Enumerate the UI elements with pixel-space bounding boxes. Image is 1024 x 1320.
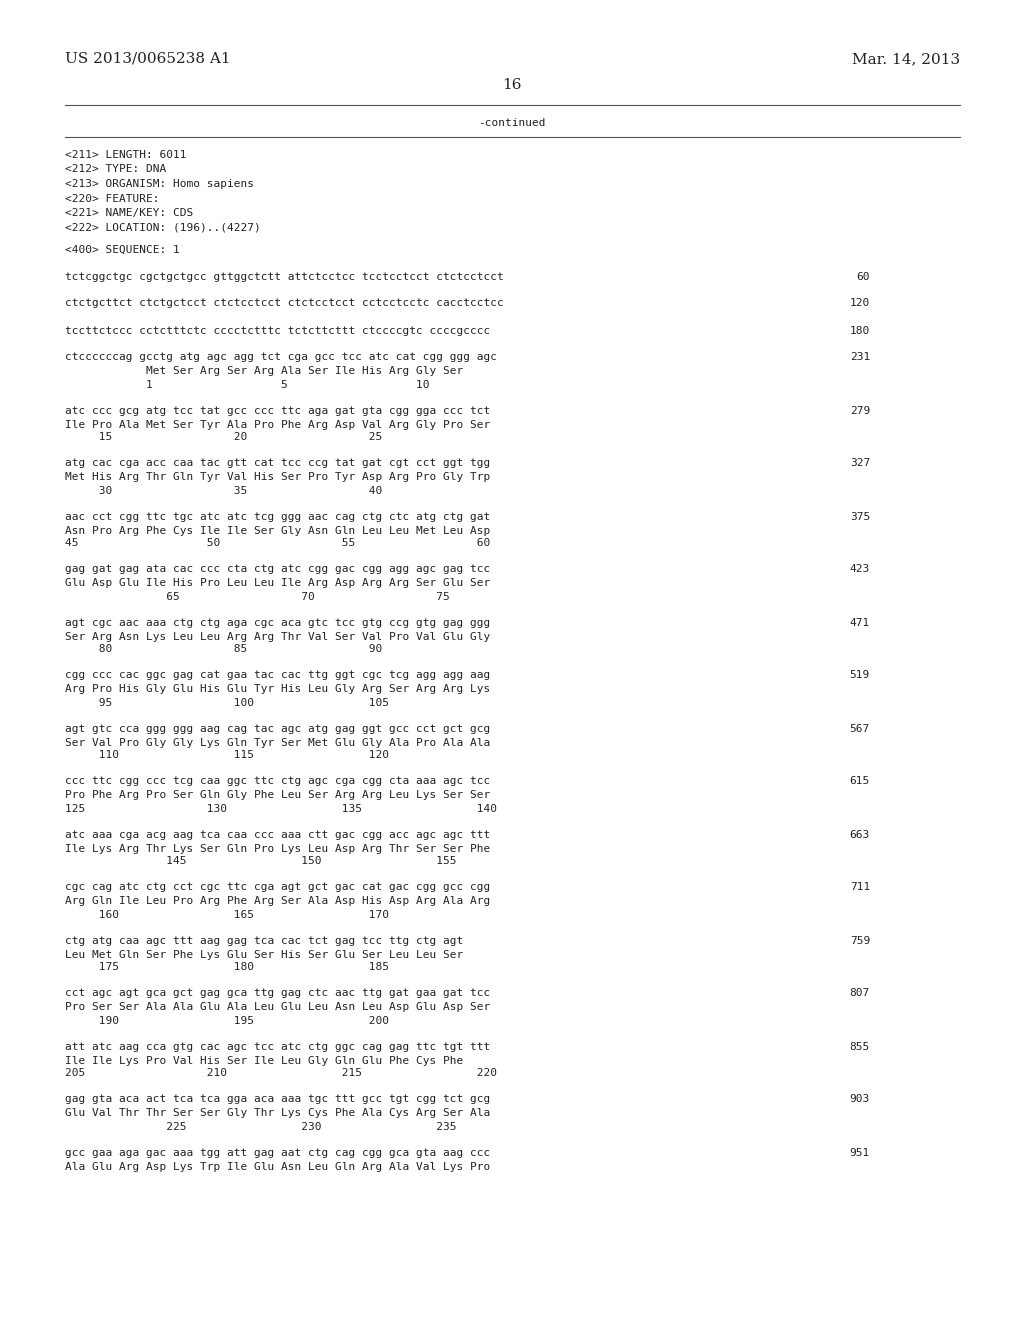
Text: 663: 663 [850, 829, 870, 840]
Text: <400> SEQUENCE: 1: <400> SEQUENCE: 1 [65, 246, 180, 255]
Text: aac cct cgg ttc tgc atc atc tcg ggg aac cag ctg ctc atg ctg gat: aac cct cgg ttc tgc atc atc tcg ggg aac … [65, 511, 490, 521]
Text: Arg Gln Ile Leu Pro Arg Phe Arg Ser Ala Asp His Asp Arg Ala Arg: Arg Gln Ile Leu Pro Arg Phe Arg Ser Ala … [65, 896, 490, 907]
Text: 567: 567 [850, 723, 870, 734]
Text: 225                 230                 235: 225 230 235 [65, 1122, 457, 1131]
Text: 519: 519 [850, 671, 870, 681]
Text: <211> LENGTH: 6011: <211> LENGTH: 6011 [65, 150, 186, 160]
Text: 45                   50                  55                  60: 45 50 55 60 [65, 539, 490, 549]
Text: 759: 759 [850, 936, 870, 945]
Text: Glu Asp Glu Ile His Pro Leu Leu Ile Arg Asp Arg Arg Ser Glu Ser: Glu Asp Glu Ile His Pro Leu Leu Ile Arg … [65, 578, 490, 589]
Text: agt gtc cca ggg ggg aag cag tac agc atg gag ggt gcc cct gct gcg: agt gtc cca ggg ggg aag cag tac agc atg … [65, 723, 490, 734]
Text: 95                  100                 105: 95 100 105 [65, 697, 389, 708]
Text: 375: 375 [850, 511, 870, 521]
Text: tccttctccc cctctttctc cccctctttc tctcttcttt ctccccgtc ccccgcccc: tccttctccc cctctttctc cccctctttc tctcttc… [65, 326, 490, 335]
Text: <212> TYPE: DNA: <212> TYPE: DNA [65, 165, 166, 174]
Text: tctcggctgc cgctgctgcc gttggctctt attctcctcc tcctcctcct ctctcctcct: tctcggctgc cgctgctgcc gttggctctt attctcc… [65, 272, 504, 281]
Text: Mar. 14, 2013: Mar. 14, 2013 [852, 51, 961, 66]
Text: Ile Lys Arg Thr Lys Ser Gln Pro Lys Leu Asp Arg Thr Ser Ser Phe: Ile Lys Arg Thr Lys Ser Gln Pro Lys Leu … [65, 843, 490, 854]
Text: 110                 115                 120: 110 115 120 [65, 751, 389, 760]
Text: cgg ccc cac ggc gag cat gaa tac cac ttg ggt cgc tcg agg agg aag: cgg ccc cac ggc gag cat gaa tac cac ttg … [65, 671, 490, 681]
Text: 180: 180 [850, 326, 870, 335]
Text: gag gta aca act tca tca gga aca aaa tgc ttt gcc tgt cgg tct gcg: gag gta aca act tca tca gga aca aaa tgc … [65, 1094, 490, 1105]
Text: atc ccc gcg atg tcc tat gcc ccc ttc aga gat gta cgg gga ccc tct: atc ccc gcg atg tcc tat gcc ccc ttc aga … [65, 405, 490, 416]
Text: Arg Pro His Gly Glu His Glu Tyr His Leu Gly Arg Ser Arg Arg Lys: Arg Pro His Gly Glu His Glu Tyr His Leu … [65, 685, 490, 694]
Text: 145                 150                 155: 145 150 155 [65, 857, 457, 866]
Text: 190                 195                 200: 190 195 200 [65, 1015, 389, 1026]
Text: ccc ttc cgg ccc tcg caa ggc ttc ctg agc cga cgg cta aaa agc tcc: ccc ttc cgg ccc tcg caa ggc ttc ctg agc … [65, 776, 490, 787]
Text: US 2013/0065238 A1: US 2013/0065238 A1 [65, 51, 230, 66]
Text: 615: 615 [850, 776, 870, 787]
Text: 60: 60 [856, 272, 870, 281]
Text: Met His Arg Thr Gln Tyr Val His Ser Pro Tyr Asp Arg Pro Gly Trp: Met His Arg Thr Gln Tyr Val His Ser Pro … [65, 473, 490, 483]
Text: <220> FEATURE:: <220> FEATURE: [65, 194, 160, 203]
Text: att atc aag cca gtg cac agc tcc atc ctg ggc cag gag ttc tgt ttt: att atc aag cca gtg cac agc tcc atc ctg … [65, 1041, 490, 1052]
Text: 16: 16 [502, 78, 522, 92]
Text: 327: 327 [850, 458, 870, 469]
Text: -continued: -continued [478, 117, 546, 128]
Text: <221> NAME/KEY: CDS: <221> NAME/KEY: CDS [65, 209, 194, 218]
Text: <213> ORGANISM: Homo sapiens: <213> ORGANISM: Homo sapiens [65, 180, 254, 189]
Text: Pro Ser Ser Ala Ala Glu Ala Leu Glu Leu Asn Leu Asp Glu Asp Ser: Pro Ser Ser Ala Ala Glu Ala Leu Glu Leu … [65, 1002, 490, 1012]
Text: agt cgc aac aaa ctg ctg aga cgc aca gtc tcc gtg ccg gtg gag ggg: agt cgc aac aaa ctg ctg aga cgc aca gtc … [65, 618, 490, 627]
Text: 711: 711 [850, 883, 870, 892]
Text: 951: 951 [850, 1147, 870, 1158]
Text: 175                 180                 185: 175 180 185 [65, 962, 389, 973]
Text: Glu Val Thr Thr Ser Ser Gly Thr Lys Cys Phe Ala Cys Arg Ser Ala: Glu Val Thr Thr Ser Ser Gly Thr Lys Cys … [65, 1109, 490, 1118]
Text: cgc cag atc ctg cct cgc ttc cga agt gct gac cat gac cgg gcc cgg: cgc cag atc ctg cct cgc ttc cga agt gct … [65, 883, 490, 892]
Text: 903: 903 [850, 1094, 870, 1105]
Text: gcc gaa aga gac aaa tgg att gag aat ctg cag cgg gca gta aag ccc: gcc gaa aga gac aaa tgg att gag aat ctg … [65, 1147, 490, 1158]
Text: Ile Pro Ala Met Ser Tyr Ala Pro Phe Arg Asp Val Arg Gly Pro Ser: Ile Pro Ala Met Ser Tyr Ala Pro Phe Arg … [65, 420, 490, 429]
Text: 120: 120 [850, 298, 870, 309]
Text: Ser Val Pro Gly Gly Lys Gln Tyr Ser Met Glu Gly Ala Pro Ala Ala: Ser Val Pro Gly Gly Lys Gln Tyr Ser Met … [65, 738, 490, 747]
Text: cct agc agt gca gct gag gca ttg gag ctc aac ttg gat gaa gat tcc: cct agc agt gca gct gag gca ttg gag ctc … [65, 989, 490, 998]
Text: 160                 165                 170: 160 165 170 [65, 909, 389, 920]
Text: Asn Pro Arg Phe Cys Ile Ile Ser Gly Asn Gln Leu Leu Met Leu Asp: Asn Pro Arg Phe Cys Ile Ile Ser Gly Asn … [65, 525, 490, 536]
Text: atg cac cga acc caa tac gtt cat tcc ccg tat gat cgt cct ggt tgg: atg cac cga acc caa tac gtt cat tcc ccg … [65, 458, 490, 469]
Text: 125                  130                 135                 140: 125 130 135 140 [65, 804, 497, 813]
Text: 15                  20                  25: 15 20 25 [65, 433, 382, 442]
Text: 30                  35                  40: 30 35 40 [65, 486, 382, 495]
Text: Ile Ile Lys Pro Val His Ser Ile Leu Gly Gln Glu Phe Cys Phe: Ile Ile Lys Pro Val His Ser Ile Leu Gly … [65, 1056, 463, 1065]
Text: gag gat gag ata cac ccc cta ctg atc cgg gac cgg agg agc gag tcc: gag gat gag ata cac ccc cta ctg atc cgg … [65, 565, 490, 574]
Text: 423: 423 [850, 565, 870, 574]
Text: 205                  210                 215                 220: 205 210 215 220 [65, 1068, 497, 1078]
Text: ctg atg caa agc ttt aag gag tca cac tct gag tcc ttg ctg agt: ctg atg caa agc ttt aag gag tca cac tct … [65, 936, 463, 945]
Text: atc aaa cga acg aag tca caa ccc aaa ctt gac cgg acc agc agc ttt: atc aaa cga acg aag tca caa ccc aaa ctt … [65, 829, 490, 840]
Text: Pro Phe Arg Pro Ser Gln Gly Phe Leu Ser Arg Arg Leu Lys Ser Ser: Pro Phe Arg Pro Ser Gln Gly Phe Leu Ser … [65, 791, 490, 800]
Text: Ser Arg Asn Lys Leu Leu Arg Arg Thr Val Ser Val Pro Val Glu Gly: Ser Arg Asn Lys Leu Leu Arg Arg Thr Val … [65, 631, 490, 642]
Text: 807: 807 [850, 989, 870, 998]
Text: Leu Met Gln Ser Phe Lys Glu Ser His Ser Glu Ser Leu Leu Ser: Leu Met Gln Ser Phe Lys Glu Ser His Ser … [65, 949, 463, 960]
Text: 279: 279 [850, 405, 870, 416]
Text: 231: 231 [850, 352, 870, 363]
Text: 65                  70                  75: 65 70 75 [65, 591, 450, 602]
Text: Met Ser Arg Ser Arg Ala Ser Ile His Arg Gly Ser: Met Ser Arg Ser Arg Ala Ser Ile His Arg … [65, 367, 463, 376]
Text: Ala Glu Arg Asp Lys Trp Ile Glu Asn Leu Gln Arg Ala Val Lys Pro: Ala Glu Arg Asp Lys Trp Ile Glu Asn Leu … [65, 1162, 490, 1172]
Text: 855: 855 [850, 1041, 870, 1052]
Text: 1                   5                   10: 1 5 10 [65, 380, 429, 389]
Text: ctctgcttct ctctgctcct ctctcctcct ctctcctcct cctcctcctc cacctcctcc: ctctgcttct ctctgctcct ctctcctcct ctctcct… [65, 298, 504, 309]
Text: <222> LOCATION: (196)..(4227): <222> LOCATION: (196)..(4227) [65, 223, 261, 232]
Text: ctccccccag gcctg atg agc agg tct cga gcc tcc atc cat cgg ggg agc: ctccccccag gcctg atg agc agg tct cga gcc… [65, 352, 497, 363]
Text: 80                  85                  90: 80 85 90 [65, 644, 382, 655]
Text: 471: 471 [850, 618, 870, 627]
